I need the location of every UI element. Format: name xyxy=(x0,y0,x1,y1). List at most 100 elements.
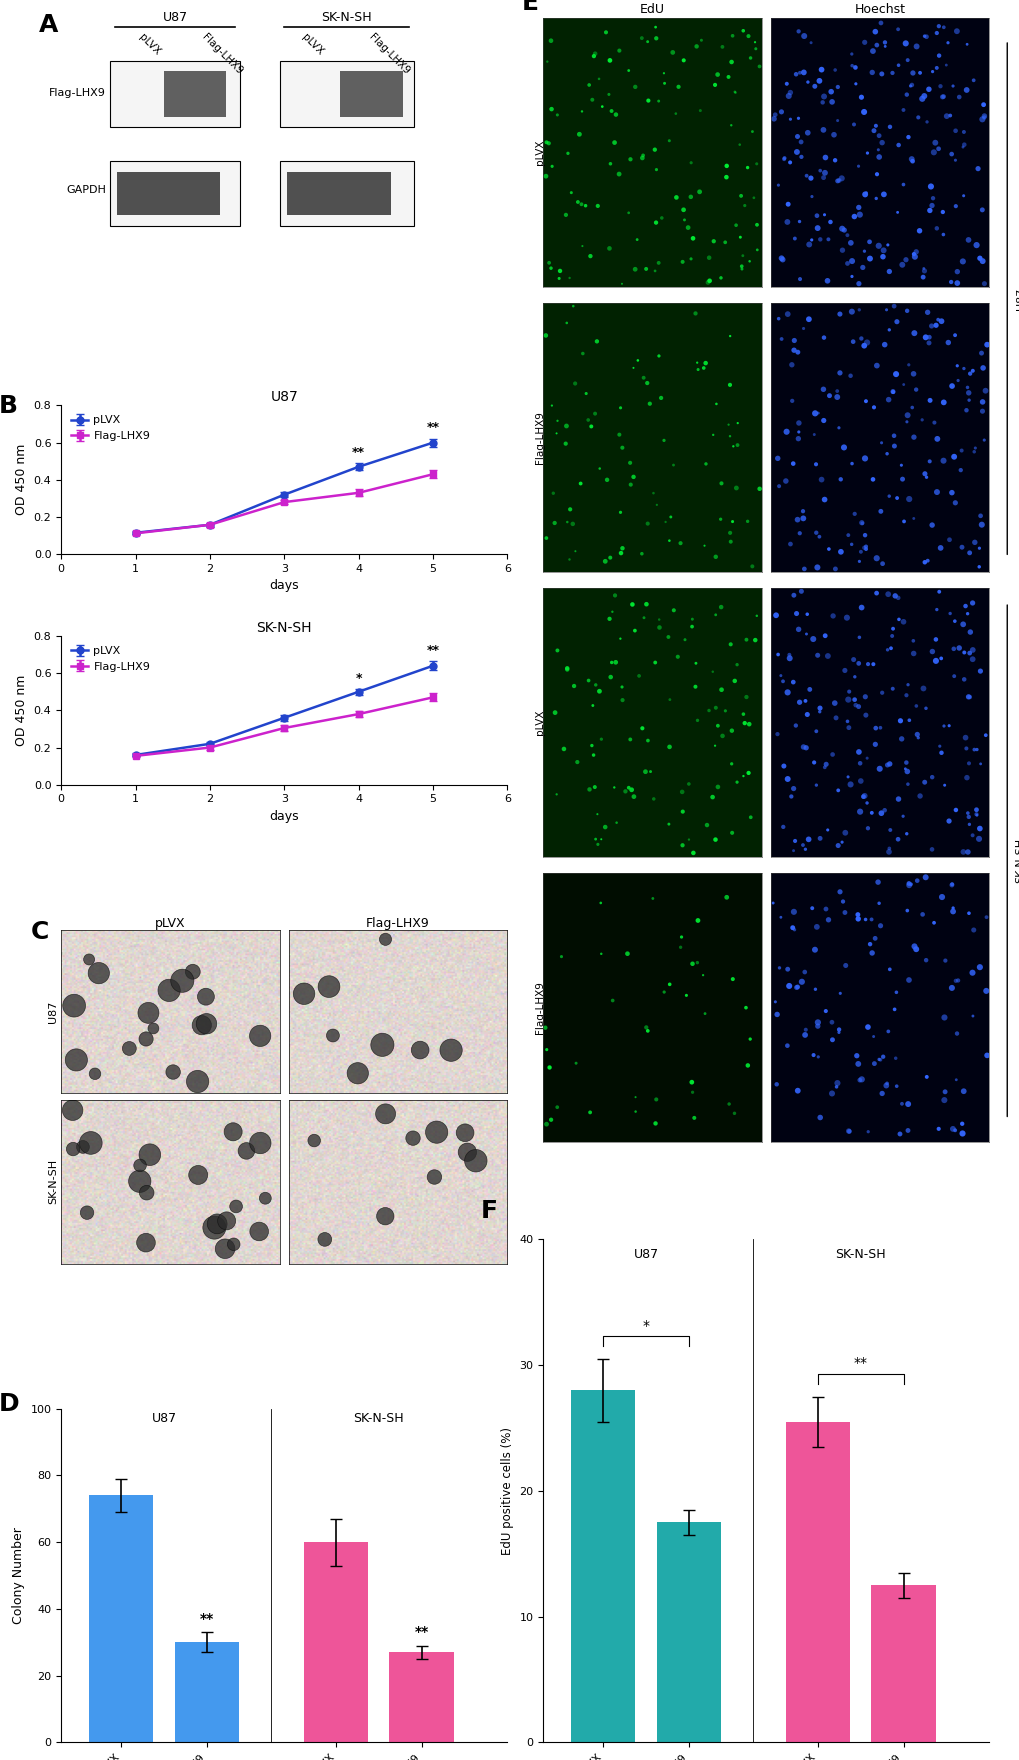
Point xyxy=(917,693,933,722)
Point xyxy=(895,171,911,199)
Point xyxy=(772,903,789,931)
Point xyxy=(198,1010,214,1038)
Point xyxy=(374,1031,390,1060)
Point xyxy=(964,357,980,385)
Point xyxy=(840,713,856,741)
Point xyxy=(887,1044,903,1072)
Point xyxy=(781,641,797,669)
Point xyxy=(974,354,990,382)
Point xyxy=(960,803,976,831)
Point xyxy=(874,1042,891,1070)
Point xyxy=(975,269,991,297)
Point xyxy=(627,255,643,283)
Point xyxy=(751,53,767,81)
Point xyxy=(689,906,705,935)
Point xyxy=(819,225,836,253)
Point xyxy=(934,83,951,111)
Point xyxy=(825,121,842,150)
Point xyxy=(971,954,987,982)
Point xyxy=(888,308,904,336)
Point xyxy=(840,1118,856,1146)
Point xyxy=(719,63,736,92)
Point xyxy=(970,533,986,561)
Point xyxy=(583,732,599,760)
Point xyxy=(324,1021,340,1049)
Point xyxy=(818,268,835,296)
Point xyxy=(546,509,562,537)
Point xyxy=(926,128,943,157)
Y-axis label: OD 450 nm: OD 450 nm xyxy=(15,444,29,516)
Point xyxy=(605,773,622,801)
Point xyxy=(853,593,869,621)
Title: Flag-LHX9: Flag-LHX9 xyxy=(366,917,430,929)
Point xyxy=(855,331,871,359)
Point xyxy=(829,831,846,859)
Point xyxy=(780,83,796,111)
Point xyxy=(87,1060,103,1088)
Point xyxy=(558,655,575,683)
Point xyxy=(940,808,956,836)
Point xyxy=(721,371,738,400)
Point xyxy=(796,1021,812,1049)
Legend: pLVX, Flag-LHX9: pLVX, Flag-LHX9 xyxy=(66,642,155,676)
Point xyxy=(589,801,605,829)
Point xyxy=(839,222,855,250)
Bar xyxy=(337,172,391,215)
Point xyxy=(880,838,897,866)
Point xyxy=(586,400,602,428)
Point xyxy=(812,465,828,493)
Text: U87: U87 xyxy=(633,1248,658,1262)
Point xyxy=(953,533,969,561)
Point xyxy=(977,977,994,1005)
Point xyxy=(684,1079,700,1107)
Point xyxy=(83,1128,99,1156)
Point xyxy=(645,785,661,813)
Point xyxy=(549,407,566,435)
Point xyxy=(905,319,921,347)
Point xyxy=(973,246,989,275)
Point xyxy=(960,225,976,253)
Point xyxy=(859,649,875,678)
Point xyxy=(948,352,964,380)
Point xyxy=(875,180,892,208)
Text: pLVX: pLVX xyxy=(137,32,162,58)
Point xyxy=(791,519,807,547)
Point xyxy=(906,243,922,271)
Point xyxy=(574,340,590,368)
Point xyxy=(121,1035,138,1063)
Point xyxy=(878,231,895,259)
Point xyxy=(785,774,801,803)
Point xyxy=(141,1000,157,1028)
Point xyxy=(954,134,970,162)
Point xyxy=(589,831,605,859)
Point xyxy=(847,53,863,81)
Point xyxy=(911,781,927,810)
Point xyxy=(257,1184,273,1213)
Point xyxy=(916,459,932,488)
Point xyxy=(859,1118,875,1146)
Point xyxy=(932,308,949,336)
Point xyxy=(957,591,973,620)
Point xyxy=(597,18,613,46)
Point xyxy=(855,533,871,561)
Bar xyxy=(870,1586,934,1742)
Point xyxy=(806,936,822,964)
Point xyxy=(542,26,558,55)
Point xyxy=(252,1128,268,1156)
Point xyxy=(799,69,815,97)
Point xyxy=(581,776,597,804)
Point xyxy=(675,46,691,74)
Point xyxy=(904,148,920,176)
Text: U87: U87 xyxy=(1015,287,1019,310)
Point xyxy=(873,679,890,708)
Point xyxy=(672,530,688,558)
Point xyxy=(917,23,933,51)
Point xyxy=(944,894,960,922)
Point xyxy=(818,817,835,845)
Point xyxy=(808,553,824,581)
Point xyxy=(826,554,843,583)
Point xyxy=(820,382,837,410)
Point xyxy=(867,715,883,743)
Point xyxy=(839,708,855,736)
Point xyxy=(964,822,980,850)
